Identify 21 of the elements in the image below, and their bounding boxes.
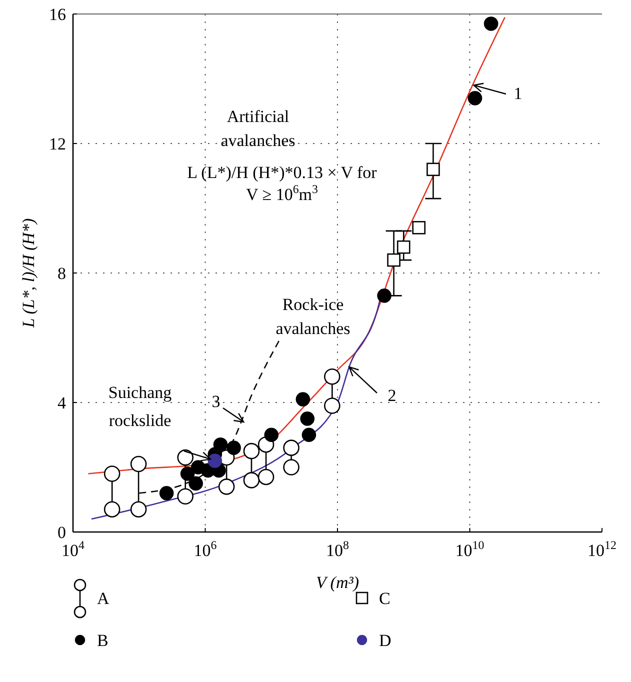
annotation: Rock-ice avalanches [276,295,350,338]
y-tick-label: 16 [49,5,66,24]
x-tick-label: 10$^{10}$ [455,538,484,560]
legend-label: B [97,631,108,650]
y-axis-title: L (L*, l)/H (H*) [19,218,38,329]
y-tick-label: 8 [58,264,66,283]
x-axis-title: V (m³) [316,573,360,592]
annotation: 2 [388,386,396,405]
legend-label: C [379,589,390,608]
annotation: Suichang rockslide [108,383,172,430]
x-tick-label: 10$^{8}$ [326,538,350,560]
annotation: Artificial avalanches [220,107,296,150]
annotation: L (L*)/H (H*)*0.13 × V for V ≥ 10$^{6}$m$^{3}$ [187,163,378,204]
annotation: 3 [212,392,220,411]
x-tick-label: 10$^{6}$ [194,538,217,560]
x-tick-label: 10$^{12}$ [588,538,616,560]
annotation: 1 [514,84,522,103]
legend-label: A [97,589,110,608]
y-tick-label: 12 [49,134,66,154]
legend-label: D [379,631,392,650]
y-tick-label: 4 [58,394,66,412]
